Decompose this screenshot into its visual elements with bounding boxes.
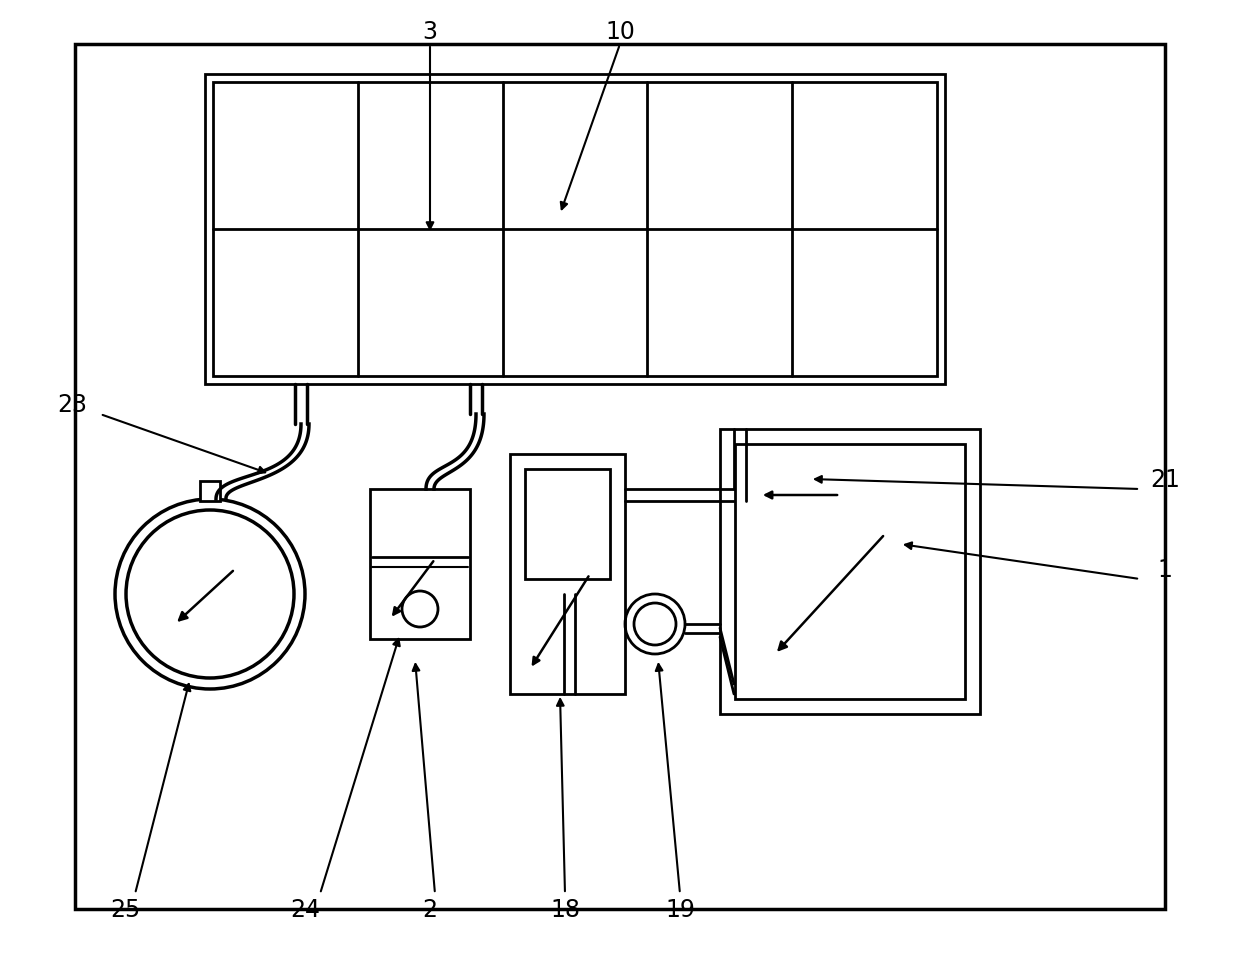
Text: 18: 18 bbox=[551, 897, 580, 921]
Text: 2: 2 bbox=[423, 897, 438, 921]
Bar bbox=[200, 481, 219, 502]
Text: 19: 19 bbox=[665, 897, 694, 921]
Bar bbox=[74, 45, 1166, 910]
Bar bbox=[213, 83, 937, 377]
Bar bbox=[525, 469, 610, 579]
Text: 24: 24 bbox=[290, 897, 320, 921]
Text: 21: 21 bbox=[1149, 467, 1180, 492]
Bar bbox=[735, 445, 965, 699]
Bar bbox=[370, 490, 470, 640]
Text: 23: 23 bbox=[57, 392, 87, 417]
Bar bbox=[205, 75, 945, 384]
Text: 1: 1 bbox=[1158, 557, 1173, 581]
Text: 25: 25 bbox=[110, 897, 140, 921]
Text: 3: 3 bbox=[423, 20, 438, 44]
Text: 10: 10 bbox=[605, 20, 635, 44]
Bar bbox=[720, 429, 980, 714]
Bar bbox=[510, 455, 625, 694]
